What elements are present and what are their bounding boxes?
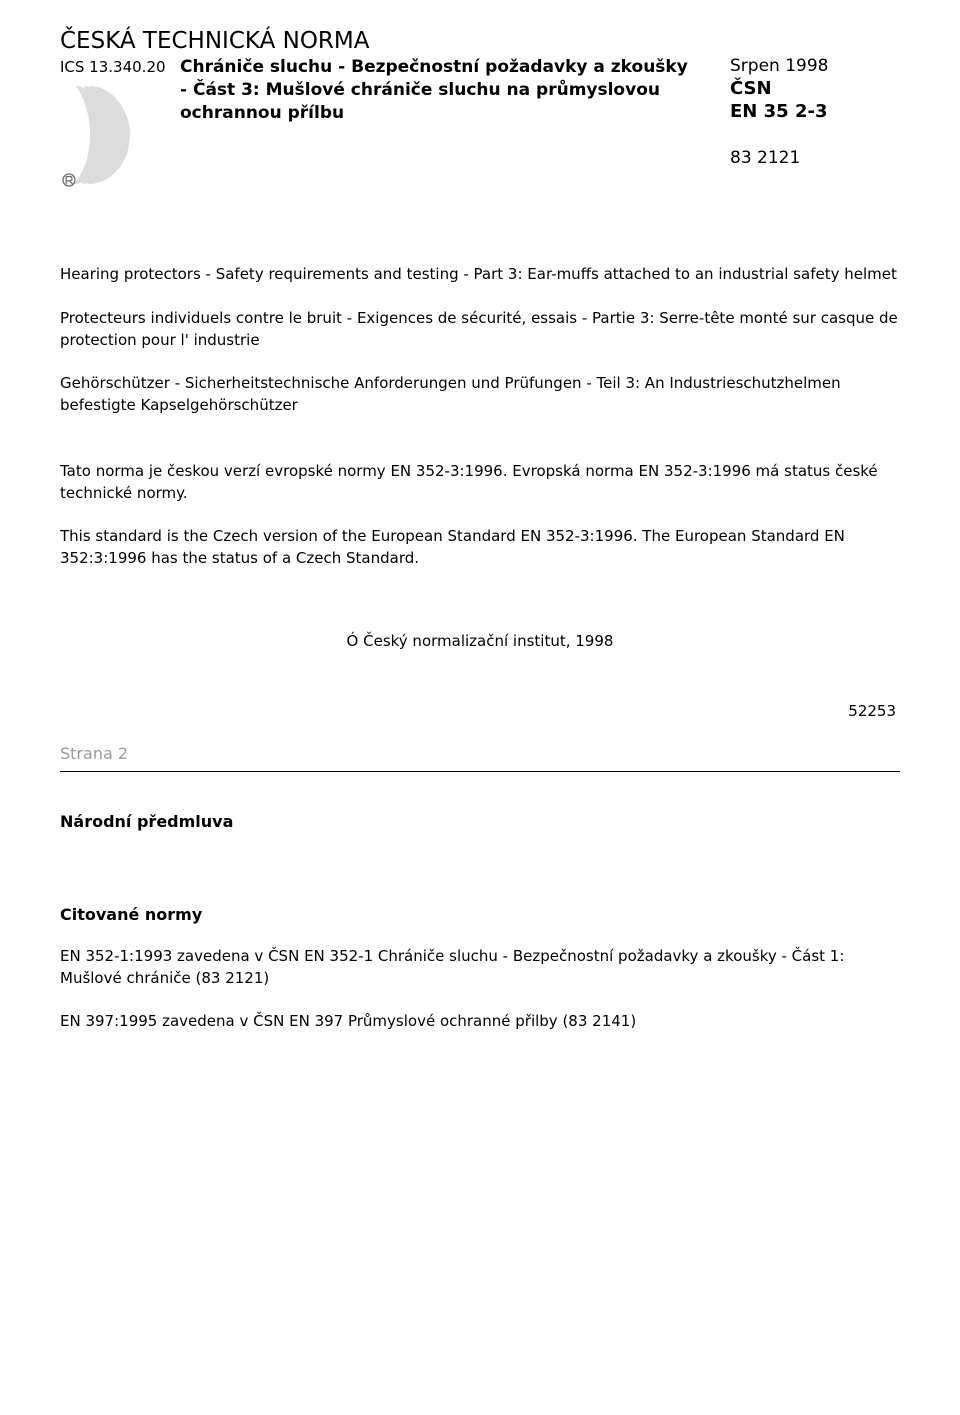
- en-number: EN 35 2-3: [730, 101, 900, 122]
- logo: [60, 80, 180, 194]
- classification-number: 83 2121: [730, 148, 900, 168]
- ics-code: ICS 13.340.20: [60, 58, 180, 76]
- cited-ref-2: EN 397:1995 zavedena v ČSN EN 397 Průmys…: [60, 1011, 900, 1033]
- title-german: Gehörschützer - Sicherheitstechnische An…: [60, 373, 900, 417]
- cited-standards-heading: Citované normy: [60, 905, 900, 924]
- title-english: Hearing protectors - Safety requirements…: [60, 264, 900, 286]
- copyright-line: Ó Český normalizační institut, 1998: [60, 632, 900, 650]
- title-french: Protecteurs individuels contre le bruit …: [60, 308, 900, 352]
- publication-date: Srpen 1998: [730, 56, 900, 76]
- page-indicator: Strana 2: [60, 744, 900, 763]
- status-text-english: This standard is the Czech version of th…: [60, 526, 900, 570]
- status-text-czech: Tato norma je českou verzí evropské norm…: [60, 461, 900, 505]
- csn-label: ČSN: [730, 78, 900, 101]
- national-foreword-heading: Národní předmluva: [60, 812, 900, 831]
- page-separator: [60, 771, 900, 772]
- cited-ref-1: EN 352-1:1993 zavedena v ČSN EN 352-1 Ch…: [60, 946, 900, 990]
- header-block: ICS 13.340.20 Chrániče sluchu - Bezpečno…: [60, 56, 900, 194]
- standard-subtitle: Chrániče sluchu - Bezpečnostní požadavky…: [180, 56, 700, 125]
- standard-body-title: ČESKÁ TECHNICKÁ NORMA: [60, 28, 900, 54]
- document-number: 52253: [60, 702, 900, 720]
